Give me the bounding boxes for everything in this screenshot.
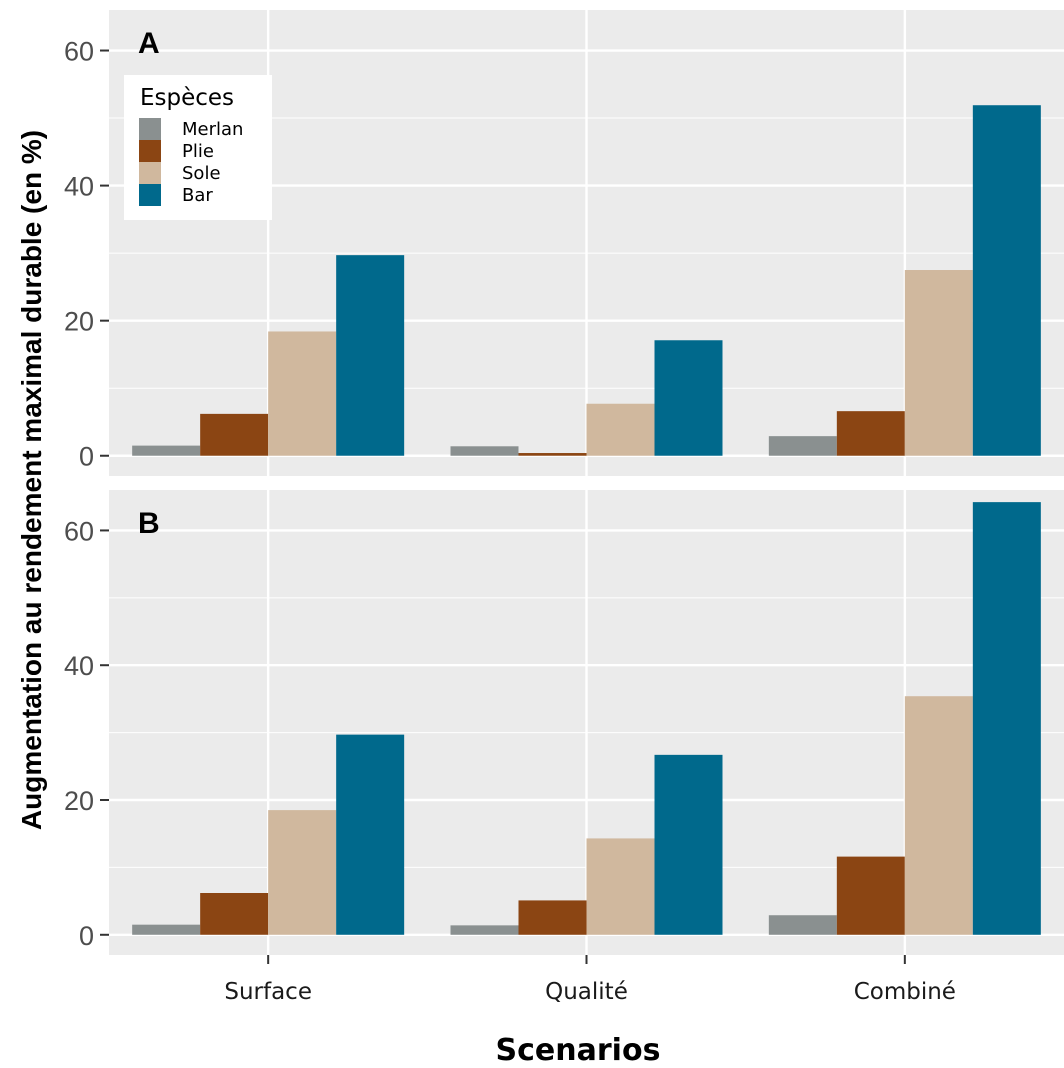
x-tick-label: Surface xyxy=(224,979,312,1005)
panel-label: A xyxy=(138,27,160,60)
y-tick-label: 40 xyxy=(64,172,94,202)
legend-title: Espèces xyxy=(140,85,234,111)
panel-label: B xyxy=(138,507,160,540)
bar-bar-combiné xyxy=(972,105,1041,456)
legend-swatch xyxy=(139,140,161,162)
bar-merlan-combiné xyxy=(768,436,837,456)
bar-merlan-qualité xyxy=(450,446,519,456)
bar-plie-combiné xyxy=(836,411,905,456)
panel-a: 0 20 40 60 A xyxy=(64,10,1064,476)
bar-bar-combiné xyxy=(972,502,1041,935)
bar-bar-surface xyxy=(336,255,405,456)
chart-panels: 0 20 40 60 A 0 20 40 60 B Surface Qualité Combiné Esp… xyxy=(64,10,1064,1005)
y-tick-label: 20 xyxy=(64,307,94,337)
x-tick-label: Qualité xyxy=(545,979,628,1005)
bar-plie-surface xyxy=(200,413,269,456)
bar-sole-combiné xyxy=(904,270,973,456)
bar-plie-surface xyxy=(200,893,269,935)
bar-bar-qualité xyxy=(654,340,723,456)
legend-entry: Sole xyxy=(182,163,221,184)
y-tick-label: 60 xyxy=(64,37,94,67)
legend-swatch xyxy=(139,118,161,140)
bar-plie-combiné xyxy=(836,856,905,935)
y-tick-label: 0 xyxy=(79,442,94,472)
bar-plie-qualité xyxy=(518,900,587,935)
bar-merlan-surface xyxy=(132,445,201,456)
bar-plie-qualité xyxy=(518,453,587,456)
y-tick-label: 60 xyxy=(64,516,94,546)
legend-swatch xyxy=(139,184,161,206)
bar-sole-qualité xyxy=(586,403,655,456)
bar-bar-qualité xyxy=(654,754,723,935)
bar-merlan-surface xyxy=(132,924,201,935)
legend-swatch xyxy=(139,162,161,184)
bar-sole-surface xyxy=(268,331,337,456)
panel-b: 0 20 40 60 B xyxy=(64,490,1064,955)
bar-sole-combiné xyxy=(904,696,973,935)
x-axis-title: Scenarios xyxy=(496,1033,661,1063)
y-tick-label: 40 xyxy=(64,651,94,681)
bar-sole-surface xyxy=(268,810,337,935)
bar-sole-qualité xyxy=(586,838,655,935)
y-axis-title: Augmentation au rendement maximal durabl… xyxy=(16,130,47,830)
legend-entry: Merlan xyxy=(182,119,243,140)
y-tick-label: 20 xyxy=(64,786,94,816)
y-tick-label: 0 xyxy=(79,921,94,951)
bar-bar-surface xyxy=(336,734,405,935)
bar-merlan-qualité xyxy=(450,925,519,935)
x-tick-label: Combiné xyxy=(854,979,956,1005)
bar-merlan-combiné xyxy=(768,915,837,935)
legend-entry: Plie xyxy=(182,141,214,162)
legend-entry: Bar xyxy=(182,185,213,206)
